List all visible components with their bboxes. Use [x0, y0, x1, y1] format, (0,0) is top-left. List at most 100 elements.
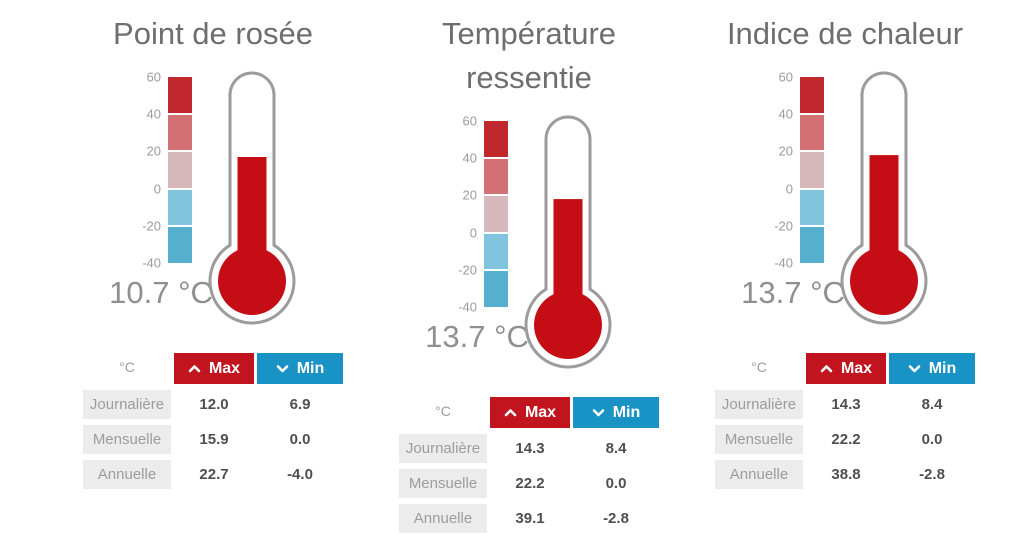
- min-value-cell: 0.0: [921, 431, 943, 449]
- row-label: Annuelle: [399, 504, 487, 534]
- scale-segment: [800, 77, 824, 113]
- min-header-label: Min: [928, 359, 957, 377]
- min-value-cell: 0.0: [289, 431, 311, 449]
- chevron-up-icon: [188, 365, 201, 373]
- page-title: Point de rosée: [113, 16, 313, 51]
- scale-tick: 60: [462, 113, 477, 129]
- gauge-scale-block: 60 40 20 0 -20 -40: [425, 114, 529, 355]
- min-value-cell: 0.0: [605, 475, 627, 493]
- gauge-columns: Point de rosée 60 40 20 0 -20 -40: [62, 8, 996, 534]
- widget-feels-like: Température ressentie 60 40 20 0 -20 -40: [378, 8, 680, 534]
- scale-segment: [800, 152, 824, 188]
- scale-tick: 0: [785, 181, 793, 197]
- scale-segment: [168, 189, 192, 226]
- scale-tick: -40: [774, 255, 793, 271]
- current-value: 13.7 °C: [425, 319, 529, 355]
- max-header-label: Max: [524, 403, 557, 421]
- scale-tick: -20: [774, 218, 793, 234]
- max-column-header[interactable]: Max: [490, 397, 570, 429]
- max-column-header[interactable]: Max: [806, 353, 886, 385]
- scale-tick: 20: [146, 143, 161, 159]
- scale-segment: [484, 196, 508, 232]
- scale-segment: [484, 233, 508, 270]
- scale-segment: [484, 271, 508, 307]
- scale-color-bar: [168, 77, 192, 263]
- scale-segment: [484, 158, 508, 195]
- row-label: Mensuelle: [399, 469, 487, 499]
- max-value-cell: 15.9: [199, 431, 229, 449]
- max-value-cell: 39.1: [515, 510, 545, 528]
- scale-tick: -20: [458, 262, 477, 278]
- max-value-cell: 12.0: [199, 396, 229, 414]
- scale-color-bar: [484, 121, 508, 307]
- scale-segment: [168, 227, 192, 263]
- scale-segment: [800, 114, 824, 151]
- thermometer-gauge: 60 40 20 0 -20 -40: [378, 113, 680, 373]
- thermometer-gauge: 60 40 20 0 -20 -40: [694, 69, 996, 329]
- stats-table: °C Max Min Journalière 12.0 6.9 Mensuell…: [83, 353, 343, 490]
- scale-tick: 40: [146, 106, 161, 122]
- unit-header: °C: [435, 403, 451, 420]
- thermometer-gauge: 60 40 20 0 -20 -40: [62, 69, 364, 329]
- thermometer-icon: [524, 115, 612, 369]
- chevron-up-icon: [504, 409, 517, 417]
- scale-tick: 60: [778, 69, 793, 85]
- min-value-cell: 6.9: [289, 396, 311, 414]
- scale-tick: -40: [458, 299, 477, 315]
- scale-tick: 0: [469, 225, 477, 241]
- min-value-cell: -2.8: [919, 466, 945, 484]
- stats-table: °C Max Min Journalière 14.3 8.4 Mensuell…: [399, 397, 659, 534]
- min-column-header[interactable]: Min: [573, 397, 659, 429]
- current-value: 10.7 °C: [109, 275, 213, 311]
- widget-dew-point: Point de rosée 60 40 20 0 -20 -40: [62, 8, 364, 533]
- scale-tick: 20: [462, 187, 477, 203]
- max-column-header[interactable]: Max: [174, 353, 254, 385]
- scale-color-bar: [800, 77, 824, 263]
- row-label: Annuelle: [715, 460, 803, 490]
- scale-segment: [168, 152, 192, 188]
- scale-ticks: 60 40 20 0 -20 -40: [762, 70, 800, 271]
- gauge-scale-block: 60 40 20 0 -20 -40: [109, 70, 213, 311]
- widget-heat-index: Indice de chaleur 60 40 20 0 -20 -40: [694, 8, 996, 533]
- scale-tick: 40: [462, 150, 477, 166]
- row-label: Mensuelle: [83, 425, 171, 455]
- max-value-cell: 22.2: [831, 431, 861, 449]
- scale-segment: [800, 189, 824, 226]
- min-column-header[interactable]: Min: [889, 353, 975, 385]
- scale-ticks: 60 40 20 0 -20 -40: [130, 70, 168, 271]
- scale-segment: [484, 121, 508, 157]
- row-label: Journalière: [399, 434, 487, 464]
- scale-ticks: 60 40 20 0 -20 -40: [446, 114, 484, 315]
- min-column-header[interactable]: Min: [257, 353, 343, 385]
- chevron-down-icon: [908, 365, 921, 373]
- max-value-cell: 22.2: [515, 475, 545, 493]
- max-header-label: Max: [208, 359, 241, 377]
- scale-segment: [800, 227, 824, 263]
- max-value-cell: 38.8: [831, 466, 861, 484]
- scale-tick: 60: [146, 69, 161, 85]
- min-value-cell: 8.4: [921, 396, 943, 414]
- max-value-cell: 14.3: [515, 440, 545, 458]
- row-label: Journalière: [715, 390, 803, 420]
- row-label: Annuelle: [83, 460, 171, 490]
- max-header-label: Max: [840, 359, 873, 377]
- scale-tick: 0: [153, 181, 161, 197]
- max-value-cell: 14.3: [831, 396, 861, 414]
- chevron-down-icon: [592, 409, 605, 417]
- gauge-scale-block: 60 40 20 0 -20 -40: [741, 70, 845, 311]
- min-value-cell: -4.0: [287, 466, 313, 484]
- scale-tick: -20: [142, 218, 161, 234]
- page-title: Indice de chaleur: [726, 16, 964, 51]
- scale-tick: 20: [778, 143, 793, 159]
- unit-header: °C: [119, 359, 135, 376]
- scale-tick: 40: [778, 106, 793, 122]
- scale-segment: [168, 77, 192, 113]
- min-value-cell: 8.4: [605, 440, 627, 458]
- scale-tick: -40: [142, 255, 161, 271]
- row-label: Journalière: [83, 390, 171, 420]
- max-value-cell: 22.7: [199, 466, 229, 484]
- scale-segment: [168, 114, 192, 151]
- min-header-label: Min: [612, 403, 641, 421]
- unit-header: °C: [751, 359, 767, 376]
